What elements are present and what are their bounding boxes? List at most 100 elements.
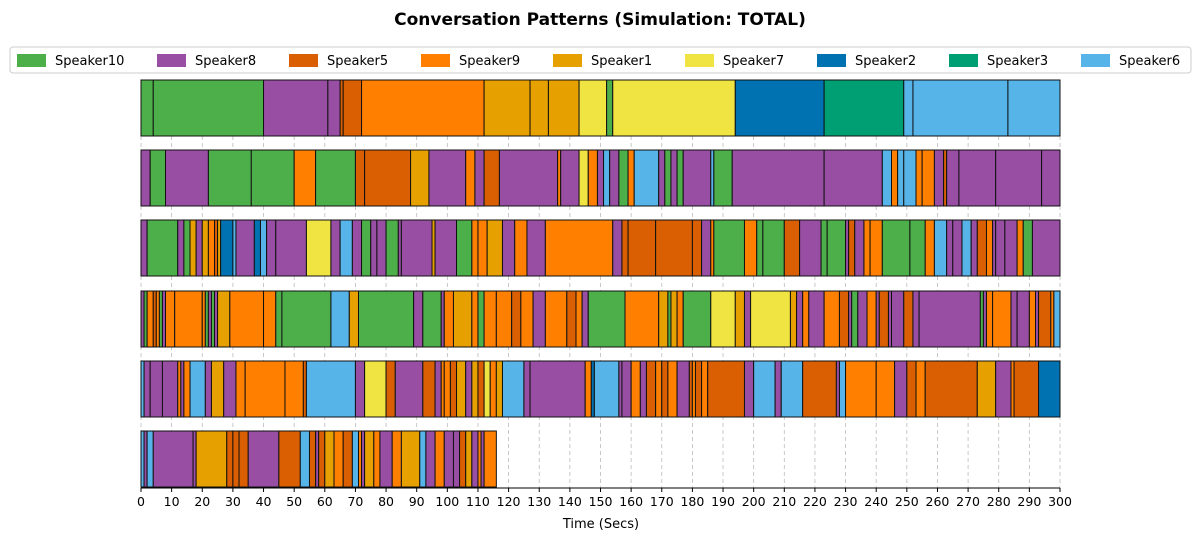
speech-segment: [284, 360, 304, 418]
speech-segment: [364, 430, 375, 488]
x-axis: 0 10 20 30 40 50 60 70 80 90 100 110 120 130 140 150 160…: [137, 487, 1072, 509]
speech-segment: [308, 430, 317, 488]
speech-segment: [229, 290, 265, 348]
speech-segment: [743, 290, 752, 348]
speech-segment: [529, 360, 586, 418]
speech-segment: [146, 290, 154, 348]
speech-segment: [207, 149, 252, 207]
speech-segment: [152, 79, 265, 137]
speech-segment: [465, 430, 473, 488]
speech-segment: [238, 430, 249, 488]
speech-segment: [581, 290, 589, 348]
speech-segment: [578, 149, 589, 207]
x-tick-label: 10: [164, 494, 180, 509]
x-tick-label: 110: [466, 494, 490, 509]
speech-segment: [639, 360, 647, 418]
speech-segment: [734, 290, 745, 348]
grid-lines: [140, 80, 1061, 488]
speech-segment: [526, 219, 546, 277]
timeline-rows: [140, 79, 1061, 488]
speech-segment: [734, 79, 825, 137]
speech-segment: [946, 219, 954, 277]
speech-segment: [253, 219, 261, 277]
x-tick-label: 190: [711, 494, 735, 509]
x-tick-label: 120: [497, 494, 521, 509]
speech-segment: [780, 360, 804, 418]
speech-segment: [603, 149, 611, 207]
legend-swatch: [949, 54, 978, 67]
speech-segment: [483, 149, 500, 207]
speech-segment: [474, 149, 485, 207]
speech-segment: [299, 430, 310, 488]
speech-segment: [342, 430, 353, 488]
x-tick-label: 70: [347, 494, 363, 509]
speech-segment: [995, 360, 1012, 418]
speech-segment: [823, 79, 905, 137]
speech-segment: [1010, 290, 1018, 348]
speech-segment: [596, 149, 605, 207]
speech-segment: [247, 430, 280, 488]
x-tick-label: 150: [589, 494, 613, 509]
speech-segment: [1016, 290, 1030, 348]
speech-segment: [204, 360, 212, 418]
legend-label: Speaker3: [987, 54, 1048, 69]
speech-segment: [354, 149, 366, 207]
speech-segment: [802, 360, 837, 418]
speech-segment: [327, 79, 341, 137]
speech-segment: [385, 219, 399, 277]
speech-segment: [995, 149, 1043, 207]
speech-segment: [330, 219, 341, 277]
speech-segment: [330, 290, 350, 348]
speech-segment: [1038, 290, 1052, 348]
x-tick-label: 100: [435, 494, 459, 509]
speech-segment: [743, 360, 755, 418]
speech-segment: [235, 360, 246, 418]
speech-segment: [544, 290, 568, 348]
speech-segment: [143, 360, 151, 418]
speech-segment: [165, 290, 176, 348]
speech-segment: [547, 79, 580, 137]
speech-segment: [201, 219, 209, 277]
x-tick-label: 230: [834, 494, 858, 509]
speech-segment: [422, 290, 442, 348]
legend-label: Speaker7: [723, 54, 784, 69]
x-tick-label: 280: [987, 494, 1011, 509]
speech-segment: [584, 360, 592, 418]
speech-segment: [670, 149, 678, 207]
speech-segment: [667, 360, 678, 418]
speech-segment: [250, 149, 295, 207]
timeline-row: [140, 430, 497, 488]
x-tick-label: 260: [926, 494, 950, 509]
speech-segment: [903, 290, 914, 348]
speech-segment: [434, 430, 445, 488]
timeline-row: [140, 360, 1061, 418]
chart-title: Conversation Patterns (Simulation: TOTAL…: [394, 10, 806, 30]
speech-segment: [305, 219, 332, 277]
speech-segment: [419, 430, 427, 488]
speech-segment: [976, 219, 987, 277]
speech-segment: [443, 430, 454, 488]
x-tick-label: 170: [650, 494, 674, 509]
speech-segment: [694, 360, 703, 418]
legend-swatch: [157, 54, 186, 67]
speech-segment: [146, 219, 179, 277]
speech-segment: [532, 290, 546, 348]
speech-segment: [750, 290, 791, 348]
speech-segment: [976, 360, 997, 418]
speech-segment: [385, 360, 396, 418]
speech-segment: [483, 360, 491, 418]
speech-segment: [645, 360, 657, 418]
speech-segment: [544, 219, 614, 277]
speech-segment: [370, 219, 378, 277]
x-tick-label: 30: [225, 494, 241, 509]
speech-segment: [339, 219, 353, 277]
speech-segment: [897, 149, 905, 207]
speech-segment: [906, 360, 917, 418]
x-tick-label: 250: [895, 494, 919, 509]
x-tick-label: 20: [194, 494, 210, 509]
speech-segment: [486, 219, 503, 277]
speech-segment: [315, 149, 356, 207]
speech-segment: [676, 290, 684, 348]
speech-segment: [364, 149, 412, 207]
speech-segment: [394, 360, 424, 418]
